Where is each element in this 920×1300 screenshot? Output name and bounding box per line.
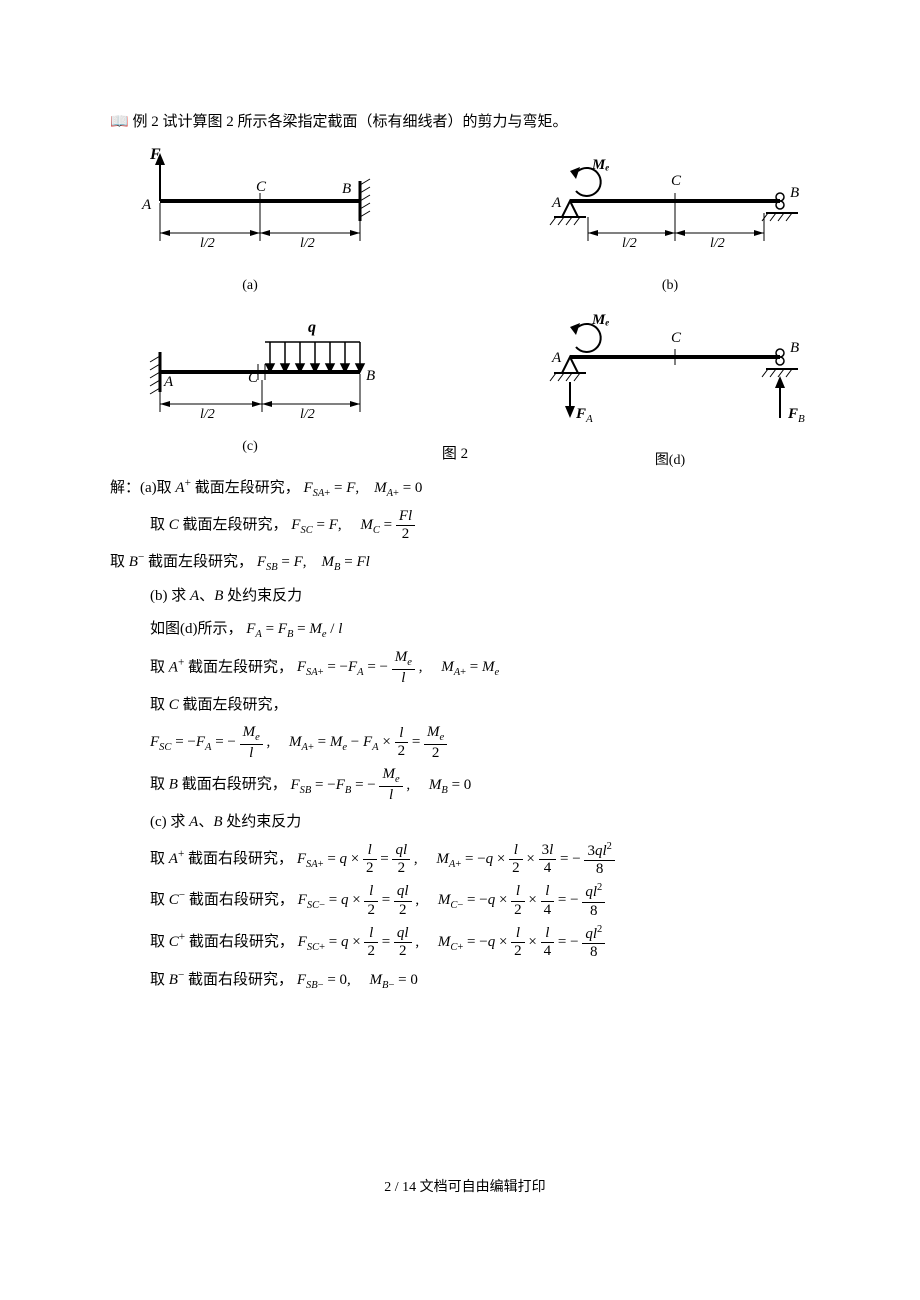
figure-main-label-wrap: 图 2 <box>442 442 468 469</box>
sol-c5: 取 B− 截面右段研究， FSB− = 0, MB− = 0 <box>110 965 820 996</box>
fig-c-A: A <box>163 374 174 390</box>
fig-a-B: B <box>342 181 351 197</box>
sol-b2: 如图(d)所示， FA = FB = Me / l <box>110 615 820 645</box>
fig-c-C: C <box>248 370 259 386</box>
fig-d-A: A <box>551 350 562 366</box>
fig-c-l1: l/2 <box>200 407 215 422</box>
svg-text:F: F <box>787 406 798 422</box>
sol-a2: 取 C 截面左段研究， FSC = F, MC = Fl2 <box>110 508 820 544</box>
fig-b-caption: (b) <box>520 278 820 294</box>
sol-c4: 取 C+ 截面右段研究， FSC+ = q × l2 = ql2 , MC+ =… <box>110 924 820 962</box>
sol-c1: (c) 求 A、B 处约束反力 <box>110 808 820 837</box>
sol-b1: (b) 求 A、B 处约束反力 <box>110 582 820 611</box>
fig-b-B: B <box>790 185 799 201</box>
fig-c-B: B <box>366 368 375 384</box>
figure-b: Mₑ A C <box>520 141 820 294</box>
fig-d-caption: 图(d) <box>520 449 820 469</box>
page: 📖 例 2 试计算图 2 所示各梁指定截面（标有细线者）的剪力与弯矩。 F <box>0 0 920 1256</box>
page-footer: 2 / 14 文档可自由编辑打印 <box>110 1176 820 1196</box>
fig-a-l2: l/2 <box>300 236 315 251</box>
sol-a3: 取 B− 截面左段研究， FSB = F, MB = Fl <box>110 547 820 578</box>
fig-d-B: B <box>790 340 799 356</box>
fig-a-A: A <box>141 197 152 213</box>
figure-c: q A C B l/2 l/2 (c) <box>110 302 390 469</box>
sol-b4b: FSC = −FA = − Mel , MA+ = Me − FA × l2 =… <box>110 724 820 762</box>
solution: 解：(a)取 A+ 截面左段研究， FSA+ = F, MA+ = 0 取 C … <box>110 473 820 996</box>
figure-a-svg: F A C B <box>110 141 390 271</box>
fig-d-Me: Mₑ <box>591 312 609 328</box>
figure-row-1: F A C B <box>110 141 820 294</box>
fig-a-C: C <box>256 179 267 195</box>
sol-b4a: 取 C 截面左段研究， <box>110 691 820 720</box>
figure-main-label: 图 2 <box>442 442 468 463</box>
fig-c-l2: l/2 <box>300 407 315 422</box>
sol-c2: 取 A+ 截面右段研究， FSA+ = q × l2 = ql2 , MA+ =… <box>110 841 820 879</box>
figure-c-svg: q A C B l/2 l/2 <box>110 302 390 432</box>
figure-row-2: q A C B l/2 l/2 (c) <box>110 302 820 469</box>
svg-text:B: B <box>798 413 805 425</box>
figure-d: Mₑ F <box>520 302 820 469</box>
book-icon: 📖 <box>110 114 129 130</box>
fig-a-caption: (a) <box>110 278 390 294</box>
problem-statement: 📖 例 2 试计算图 2 所示各梁指定截面（标有细线者）的剪力与弯矩。 <box>110 110 820 131</box>
fig-b-l1: l/2 <box>622 236 637 251</box>
fig-b-A: A <box>551 195 562 211</box>
fig-b-l2: l/2 <box>710 236 725 251</box>
figure-a: F A C B <box>110 141 390 294</box>
fig-b-C: C <box>671 173 682 189</box>
problem-text: 例 2 试计算图 2 所示各梁指定截面（标有细线者）的剪力与弯矩。 <box>132 114 567 130</box>
fig-c-q: q <box>308 319 316 336</box>
sol-b3: 取 A+ 截面左段研究， FSA+ = −FA = − Mel , MA+ = … <box>110 649 820 687</box>
fig-b-Me: Mₑ <box>591 157 609 173</box>
svg-text:A: A <box>585 413 593 425</box>
fig-a-F: F <box>149 146 161 163</box>
sol-c3: 取 C− 截面右段研究， FSC− = q × l2 = ql2 , MC− =… <box>110 882 820 920</box>
svg-text:F: F <box>575 406 586 422</box>
sol-a1: 解：(a)取 A+ 截面左段研究， FSA+ = F, MA+ = 0 <box>110 473 820 504</box>
fig-c-caption: (c) <box>110 439 390 455</box>
figure-b-svg: Mₑ A C <box>520 141 820 271</box>
figure-d-svg: Mₑ F <box>520 302 820 442</box>
fig-d-C: C <box>671 330 682 346</box>
fig-a-l1: l/2 <box>200 236 215 251</box>
sol-b5: 取 B 截面右段研究， FSB = −FB = − Mel , MB = 0 <box>110 766 820 804</box>
